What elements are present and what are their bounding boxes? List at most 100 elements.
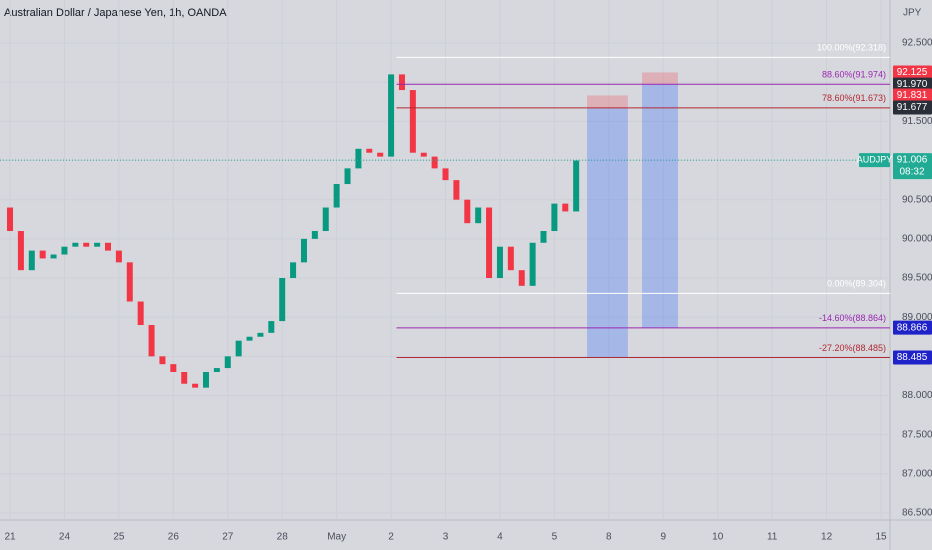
x-tick-label: 24 xyxy=(59,532,71,543)
candle xyxy=(475,207,482,224)
plot-area xyxy=(0,0,890,520)
candle xyxy=(83,242,90,247)
price-tag xyxy=(893,100,932,115)
y-tick-label: 89.500 xyxy=(902,273,932,284)
candle xyxy=(257,332,264,337)
price-tag xyxy=(893,65,932,80)
x-tick-label: 8 xyxy=(606,532,612,543)
candle xyxy=(72,242,79,247)
candle xyxy=(333,184,340,208)
y-tick-label: 90.500 xyxy=(902,194,932,205)
x-tick-label: May xyxy=(327,532,346,543)
candle xyxy=(61,246,68,255)
candle xyxy=(17,231,24,271)
symbol-tag xyxy=(859,153,890,168)
x-tick-label: 21 xyxy=(4,532,16,543)
fib-label: 100.00%(92.318) xyxy=(817,43,886,53)
y-tick-label: 90.000 xyxy=(902,233,932,244)
candle xyxy=(398,74,405,91)
candle xyxy=(388,74,395,157)
candle xyxy=(181,371,188,384)
candle xyxy=(235,340,242,357)
symbol-label: AUDJPY xyxy=(857,154,893,164)
candle xyxy=(50,254,57,259)
candle xyxy=(442,168,449,181)
price-tag xyxy=(893,77,932,92)
price-tag xyxy=(893,153,932,180)
chart-title: Australian Dollar / Japanese Yen, 1h, OA… xyxy=(4,7,227,19)
x-tick-label: 12 xyxy=(821,532,833,543)
candle xyxy=(246,336,253,341)
stop-zone xyxy=(587,95,628,108)
candle xyxy=(300,238,307,263)
candle xyxy=(279,278,286,322)
stop-zone xyxy=(642,72,678,85)
candle xyxy=(366,148,373,153)
candle xyxy=(213,368,220,372)
candle xyxy=(192,383,199,388)
price-tag-label: 88.866 xyxy=(897,322,928,333)
candle xyxy=(268,321,275,333)
price-tag-sublabel: 08:32 xyxy=(899,167,924,178)
candle xyxy=(39,250,46,259)
candle xyxy=(126,262,133,302)
price-tag-label: 88.485 xyxy=(897,352,928,363)
candle xyxy=(311,231,318,239)
x-tick-label: 4 xyxy=(497,532,503,543)
x-tick-label: 15 xyxy=(875,532,887,543)
candle xyxy=(453,180,460,200)
candle xyxy=(202,371,209,388)
x-tick-label: 27 xyxy=(222,532,234,543)
candle xyxy=(486,207,493,279)
target-zone xyxy=(587,107,628,358)
x-tick-label: 26 xyxy=(168,532,180,543)
candle xyxy=(551,203,558,232)
y-tick-label: 92.500 xyxy=(902,38,932,49)
candle xyxy=(105,242,112,251)
x-tick-label: 25 xyxy=(113,532,125,543)
candle xyxy=(224,356,231,369)
candle xyxy=(540,231,547,243)
candle xyxy=(148,325,155,357)
price-tag-label: 91.970 xyxy=(897,79,928,90)
candle xyxy=(94,242,101,247)
candle xyxy=(496,246,503,279)
fib-label: 88.60%(91.974) xyxy=(822,70,886,80)
candle xyxy=(507,246,514,271)
target-zone xyxy=(642,84,678,328)
candle xyxy=(7,207,14,232)
candle xyxy=(377,152,384,157)
x-tick-label: 9 xyxy=(660,532,666,543)
y-tick-label: 89.000 xyxy=(902,312,932,323)
fib-label: -27.20%(88.485) xyxy=(819,343,886,353)
fib-label: -14.60%(88.864) xyxy=(819,313,886,323)
candle xyxy=(518,270,525,286)
price-tag-label: 92.125 xyxy=(897,67,928,78)
candle xyxy=(28,250,35,271)
candle xyxy=(464,199,471,224)
x-tick-label: 10 xyxy=(712,532,724,543)
fib-label: 0.00%(89.304) xyxy=(827,279,886,289)
candle xyxy=(159,356,166,365)
currency: JPY xyxy=(903,8,922,19)
x-tick-label: 11 xyxy=(767,532,778,543)
candle xyxy=(431,156,438,169)
x-tick-label: 2 xyxy=(388,532,394,543)
y-tick-label: 86.500 xyxy=(902,508,932,519)
candle xyxy=(409,90,416,153)
candle xyxy=(420,152,427,157)
candle xyxy=(529,242,536,286)
candle xyxy=(344,168,351,185)
x-tick-label: 5 xyxy=(552,532,558,543)
candle xyxy=(137,301,144,325)
candle xyxy=(355,148,362,169)
price-tag-label: 91.677 xyxy=(897,102,928,113)
y-tick-label: 88.000 xyxy=(902,390,932,401)
candle xyxy=(290,262,297,279)
y-tick-label: 87.500 xyxy=(902,429,932,440)
price-tag xyxy=(893,88,932,103)
candle xyxy=(573,160,580,212)
fib-label: 78.60%(91.673) xyxy=(822,93,886,103)
